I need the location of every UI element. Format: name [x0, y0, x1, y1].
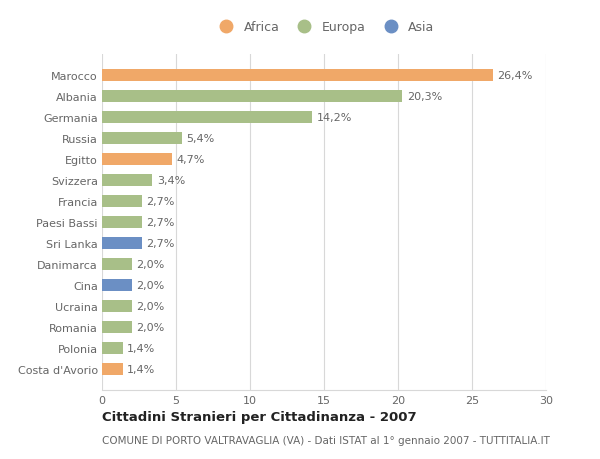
- Bar: [102, 175, 152, 186]
- Legend: Africa, Europa, Asia: Africa, Europa, Asia: [214, 21, 434, 34]
- Text: 26,4%: 26,4%: [497, 71, 533, 81]
- Text: 2,0%: 2,0%: [136, 280, 164, 291]
- Bar: [102, 154, 172, 166]
- Text: 20,3%: 20,3%: [407, 92, 442, 102]
- Text: 4,7%: 4,7%: [176, 155, 205, 165]
- Bar: [102, 342, 123, 354]
- Text: 3,4%: 3,4%: [157, 176, 185, 186]
- Bar: [102, 238, 142, 249]
- Text: 1,4%: 1,4%: [127, 364, 155, 374]
- Bar: [102, 364, 123, 375]
- Bar: [102, 217, 142, 229]
- Text: 2,7%: 2,7%: [146, 239, 175, 248]
- Text: 5,4%: 5,4%: [187, 134, 215, 144]
- Text: 2,0%: 2,0%: [136, 302, 164, 311]
- Bar: [102, 133, 182, 145]
- Text: 2,7%: 2,7%: [146, 218, 175, 228]
- Bar: [102, 112, 312, 123]
- Text: 2,0%: 2,0%: [136, 259, 164, 269]
- Bar: [102, 280, 131, 291]
- Bar: [102, 301, 131, 312]
- Text: 2,0%: 2,0%: [136, 322, 164, 332]
- Text: 2,7%: 2,7%: [146, 197, 175, 207]
- Bar: [102, 259, 131, 270]
- Text: 14,2%: 14,2%: [317, 113, 352, 123]
- Bar: [102, 91, 403, 103]
- Bar: [102, 70, 493, 82]
- Text: COMUNE DI PORTO VALTRAVAGLIA (VA) - Dati ISTAT al 1° gennaio 2007 - TUTTITALIA.I: COMUNE DI PORTO VALTRAVAGLIA (VA) - Dati…: [102, 435, 550, 445]
- Bar: [102, 322, 131, 333]
- Text: 1,4%: 1,4%: [127, 343, 155, 353]
- Text: Cittadini Stranieri per Cittadinanza - 2007: Cittadini Stranieri per Cittadinanza - 2…: [102, 410, 416, 423]
- Bar: [102, 196, 142, 207]
